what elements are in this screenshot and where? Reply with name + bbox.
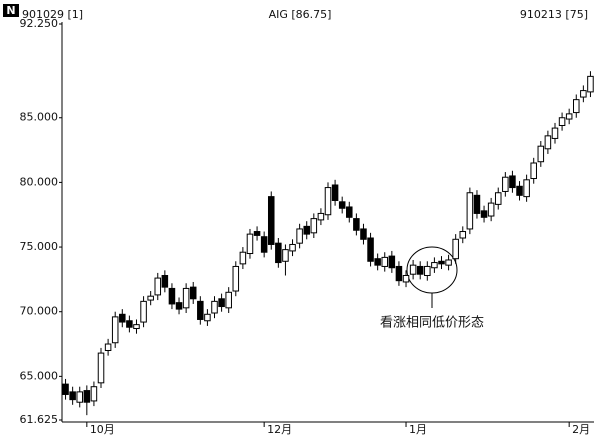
candle-body (62, 383, 69, 395)
x-tick-label: 12月 (267, 423, 292, 436)
candle-body (466, 192, 474, 230)
candle-body (282, 249, 289, 262)
end-label: 910213 [75] (520, 8, 588, 21)
candle-body (573, 99, 580, 114)
candle-body (360, 228, 367, 240)
candle-body (69, 391, 76, 401)
candle-body (523, 179, 530, 198)
candle-body (537, 145, 545, 163)
candle-body (551, 127, 559, 139)
candle-body (324, 187, 332, 216)
candle-body (409, 264, 417, 275)
candle-body (154, 277, 162, 296)
candle-body (338, 201, 346, 209)
candle-body (487, 202, 495, 217)
candle-body (346, 206, 353, 218)
candle-body (83, 390, 91, 403)
candle-body (119, 313, 126, 323)
candle-body (317, 212, 325, 221)
candle-body (516, 185, 523, 196)
candle-body (189, 286, 197, 300)
candle-body (473, 194, 481, 214)
annotation: 看涨相同低价形态 (380, 315, 484, 331)
candle-body (296, 228, 303, 244)
candle-body (395, 265, 403, 282)
candle-body (111, 316, 119, 344)
candle-body (388, 255, 396, 269)
candle-body (225, 291, 232, 309)
y-tick-label: 65.000 (20, 369, 59, 382)
candle-body (76, 391, 83, 403)
candle-body (480, 210, 488, 218)
candle-body (367, 237, 374, 262)
y-tick-label: 70.000 (20, 305, 59, 318)
candle-body (90, 386, 98, 402)
candle-body (587, 75, 594, 93)
candle-body (381, 256, 389, 267)
candle-body (558, 117, 566, 127)
logo: N (6, 4, 15, 17)
candle-body (303, 225, 310, 235)
y-tick-label: 80.000 (20, 175, 59, 188)
y-tick-label: 61.625 (20, 413, 59, 426)
candle-body (565, 113, 573, 120)
candle-body (424, 265, 431, 277)
candle-body (246, 233, 254, 255)
candle-body (267, 196, 275, 245)
x-tick-label: 2月 (572, 423, 590, 436)
candle-body (161, 275, 169, 288)
candle-body (140, 300, 147, 323)
candle-body (175, 302, 183, 310)
candle-body (97, 352, 105, 384)
candle-body (494, 192, 502, 205)
y-tick-label: 75.000 (20, 240, 59, 253)
candle-body (502, 176, 509, 192)
candle-body (182, 287, 190, 309)
candle-body (275, 242, 282, 264)
candle-body (239, 251, 247, 265)
chart-title: AIG [86.75] (269, 8, 332, 21)
candle-body (402, 275, 410, 283)
candle-body (445, 259, 452, 266)
candle-body (310, 218, 318, 234)
candle-body (104, 343, 112, 351)
candle-body (289, 243, 296, 252)
y-tick-label: 92.250 (20, 17, 59, 30)
candle-body (211, 300, 218, 314)
candle-body (133, 324, 140, 330)
candle-body (452, 238, 459, 260)
candle-body (544, 135, 552, 150)
x-tick-label: 10月 (90, 423, 115, 436)
start-label: 901029 [1] (22, 8, 83, 21)
candle-body (530, 162, 537, 180)
candle-body (509, 175, 516, 189)
candle-body (168, 287, 176, 305)
candle-body (232, 265, 240, 292)
candle-body (331, 184, 339, 202)
candle-body (431, 262, 438, 269)
candle-body (260, 236, 268, 253)
candle-body (580, 90, 587, 98)
candle-body (218, 298, 225, 308)
candle-body (459, 231, 467, 239)
x-tick-label: 1月 (409, 423, 427, 436)
candle-body (353, 218, 360, 231)
candle-body (253, 231, 261, 236)
candle-body (204, 313, 211, 322)
candle-body (197, 300, 204, 320)
logo-box (3, 4, 19, 17)
candle-body (438, 260, 445, 265)
candle-body (416, 265, 424, 275)
candle-body (147, 295, 154, 301)
candle-body (374, 258, 381, 266)
y-tick-label: 85.000 (20, 111, 59, 124)
candle-body (126, 320, 133, 328)
